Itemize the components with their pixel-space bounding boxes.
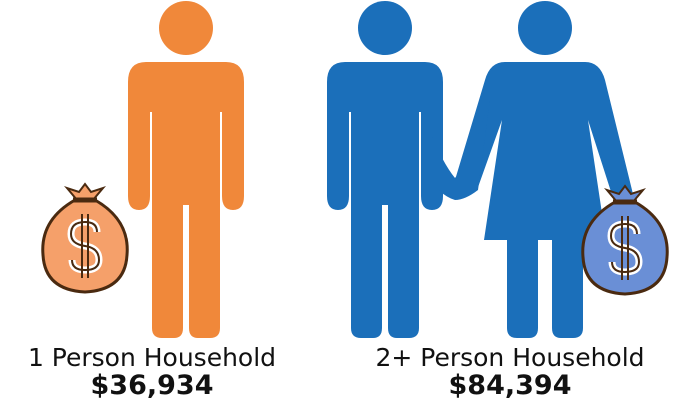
single-person-figure — [43, 1, 244, 338]
group-label: 1 Person Household — [28, 343, 276, 372]
page: 1 Person Household $36,934 2+ Person Hou… — [0, 0, 679, 402]
group-label: 2+ Person Household — [375, 343, 644, 372]
couple-figure — [327, 1, 667, 338]
group-income: $84,394 — [449, 370, 572, 401]
group-income: $36,934 — [91, 370, 214, 401]
infographic: 1 Person Household $36,934 2+ Person Hou… — [0, 0, 679, 402]
